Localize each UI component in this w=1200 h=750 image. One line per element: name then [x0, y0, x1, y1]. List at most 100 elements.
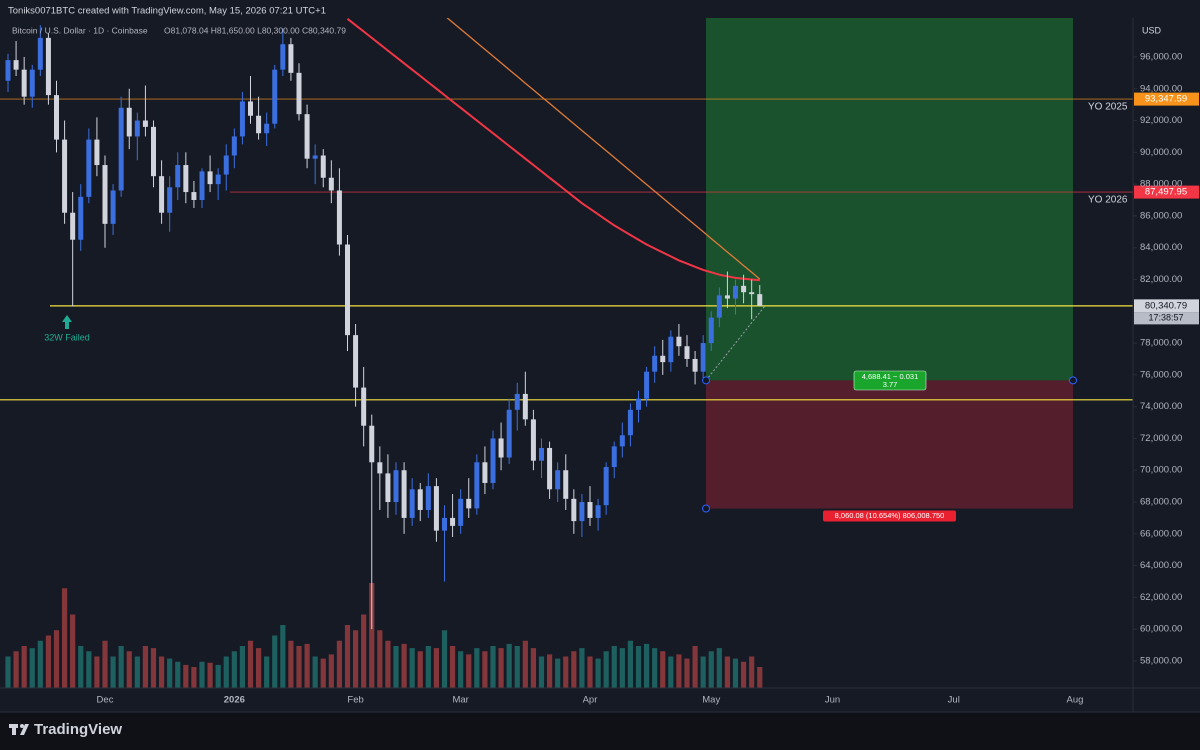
- candle-body: [29, 69, 35, 97]
- volume-bar: [611, 646, 617, 688]
- candle-body: [660, 355, 666, 363]
- y-tick-label: 86,000.00: [1140, 210, 1182, 221]
- volume-bar: [183, 664, 189, 688]
- volume-bar: [385, 640, 391, 688]
- candle-body: [498, 438, 504, 458]
- volume-bar: [61, 588, 68, 688]
- volume-bar: [13, 651, 19, 688]
- candle-body: [571, 498, 577, 522]
- candle-body: [595, 505, 601, 518]
- candle-body: [442, 517, 447, 531]
- countdown-box: [1134, 312, 1199, 325]
- x-tick-label: Jun: [825, 695, 840, 706]
- candle-body: [62, 139, 68, 213]
- y-tick-label: 60,000.00: [1140, 624, 1182, 635]
- volume-bar: [732, 658, 739, 688]
- candle-body: [611, 446, 617, 468]
- volume-bar: [336, 640, 343, 688]
- candle-body: [603, 467, 609, 506]
- volume-bar: [441, 630, 448, 688]
- y-tick-label: 82,000.00: [1140, 274, 1182, 285]
- x-tick-label: Feb: [347, 695, 363, 706]
- candle-body: [458, 498, 464, 526]
- candle-body: [433, 486, 439, 531]
- candle-body: [708, 317, 714, 344]
- header-credit: Toniks0071BTC created with TradingView.c…: [8, 6, 326, 17]
- y-tick-label: 96,000.00: [1140, 51, 1182, 62]
- candle-body: [522, 393, 528, 420]
- y-tick-label: 90,000.00: [1140, 147, 1182, 158]
- volume-bar: [740, 661, 747, 688]
- level-price-box: [1134, 92, 1199, 106]
- candle-body: [231, 136, 237, 156]
- volume-bar: [29, 648, 35, 688]
- volume-bar: [417, 651, 423, 688]
- volume-bar: [344, 625, 351, 688]
- candle-body: [377, 462, 383, 474]
- position-handle: [702, 504, 710, 513]
- candle-body: [199, 171, 205, 201]
- x-tick-label: May: [702, 695, 720, 706]
- volume-bar: [280, 625, 286, 688]
- logo-shape: [12, 724, 16, 735]
- candle-body: [167, 187, 173, 213]
- volume-bar: [692, 646, 698, 688]
- volume-bar: [223, 656, 229, 688]
- candle-body: [94, 139, 100, 166]
- overlay: 93,347.59 YO 2025 87,497.95 YO 2026 80,340.7…: [702, 92, 1199, 522]
- candle-body: [37, 37, 43, 70]
- volume-bar: [272, 635, 278, 688]
- volume-bar: [579, 648, 585, 688]
- candle-body: [627, 409, 633, 436]
- candle-body: [336, 190, 342, 245]
- volume-bar: [207, 662, 213, 688]
- candle-body: [191, 192, 197, 201]
- candle-body: [223, 155, 229, 175]
- candle-body: [110, 190, 116, 224]
- volume-bar: [70, 614, 76, 688]
- y-tick-label: 68,000.00: [1140, 497, 1182, 508]
- candle-body: [207, 171, 213, 185]
- volume-bar: [199, 661, 205, 688]
- volume-bar: [627, 640, 634, 688]
- candle-body: [636, 398, 641, 410]
- volume-bar: [555, 658, 561, 688]
- candle-body: [54, 95, 59, 140]
- volume-bar: [603, 651, 609, 688]
- y-tick-label: 84,000.00: [1140, 242, 1182, 253]
- volume-bar: [78, 646, 84, 688]
- volume-bar: [264, 656, 270, 688]
- candle-body: [652, 355, 658, 372]
- volume-bar: [247, 640, 254, 688]
- candle-body: [70, 212, 76, 240]
- volume-bar: [191, 667, 197, 688]
- annotation-arrow: [62, 315, 72, 329]
- volume-bar: [652, 648, 658, 688]
- candle-body: [320, 155, 326, 178]
- x-tick-label: Aug: [1067, 695, 1084, 706]
- volume-bar: [134, 656, 140, 688]
- candle-body: [215, 174, 221, 185]
- candle-body: [490, 438, 496, 483]
- candle-body: [288, 44, 294, 73]
- volume-bar: [563, 656, 569, 688]
- candle-body: [183, 165, 189, 193]
- volume-bar: [377, 630, 383, 688]
- volume-bar: [474, 648, 480, 688]
- volume-bar: [466, 654, 472, 688]
- y-tick-label: 76,000.00: [1140, 369, 1182, 380]
- volume-bar: [288, 640, 294, 688]
- volume-bar: [142, 646, 149, 688]
- volume-bar: [587, 656, 593, 688]
- candle-body: [547, 447, 553, 490]
- volume-bar: [239, 646, 246, 688]
- annotation-text: 32W Failed: [44, 332, 90, 342]
- logo-shape: [20, 724, 29, 735]
- candle-body: [539, 447, 544, 461]
- volume-bar: [571, 651, 577, 688]
- volume-bar: [102, 640, 108, 688]
- volume-bar: [126, 651, 132, 688]
- volume-bar: [94, 656, 100, 688]
- candle-body: [393, 470, 399, 503]
- ratio-label: 3.77: [883, 380, 898, 389]
